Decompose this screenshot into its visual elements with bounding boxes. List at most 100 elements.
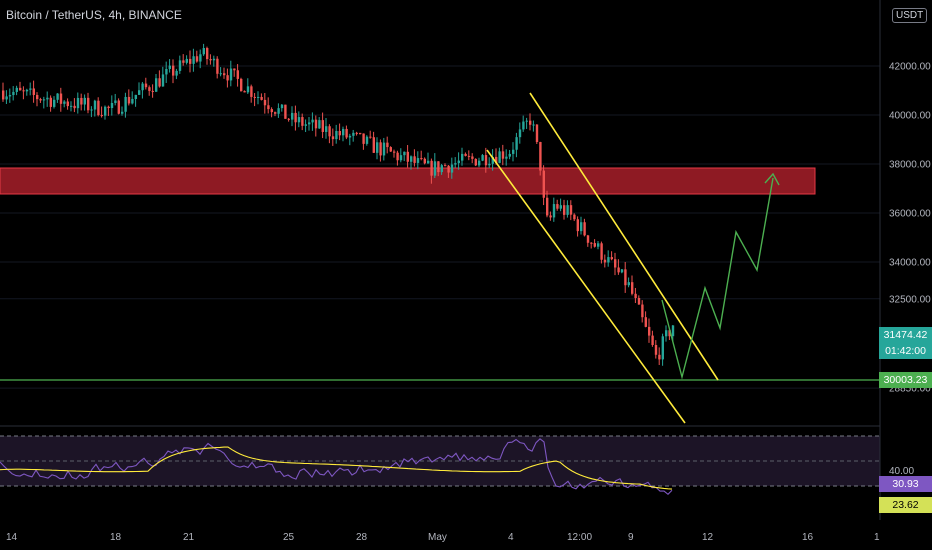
candle-body (165, 68, 168, 75)
candle-body (648, 326, 651, 336)
candle-body (189, 58, 192, 64)
candle-body (593, 243, 596, 247)
candle-body (529, 120, 532, 125)
candle-body (8, 94, 12, 97)
rsi-value-badge: 30.93 (879, 476, 932, 492)
candle-body (518, 129, 522, 138)
candle-body (488, 163, 491, 166)
candle-body (107, 106, 110, 109)
price-tick-label: 42000.00 (889, 62, 931, 73)
candle-body (607, 257, 610, 263)
candle-body (70, 105, 73, 107)
candle-body (464, 153, 467, 156)
candle-body (410, 156, 413, 162)
candle-body (219, 73, 222, 75)
candle-body (121, 111, 124, 114)
candle-body (257, 96, 260, 98)
candle-body (590, 242, 593, 244)
candle-body (284, 104, 287, 119)
candle-body (658, 354, 661, 360)
candle-body (42, 99, 46, 101)
candle-body (168, 65, 171, 69)
price-tick-label: 40000.00 (889, 111, 931, 122)
rsi-axis-tick: 40.00 (889, 466, 914, 477)
candle-body (576, 219, 579, 232)
candle-body (80, 97, 83, 105)
price-axis: 42000.00 40000.00 38000.00 36000.00 34000.00… (889, 62, 931, 395)
candle-body (15, 87, 18, 92)
candle-body (352, 132, 355, 136)
candle-body (243, 91, 246, 93)
candle-body (600, 243, 603, 260)
candle-body (304, 124, 307, 126)
candle-body (603, 259, 607, 263)
candle-body (212, 58, 216, 61)
candle-body (294, 112, 297, 123)
candle-body (110, 103, 114, 109)
rsi-panel[interactable] (0, 435, 880, 496)
time-axis: 14 18 21 25 28 May 4 12:00 9 12 16 1 (6, 532, 880, 543)
candle-body (2, 90, 5, 100)
candle-body (22, 90, 25, 92)
projection-path[interactable] (661, 177, 774, 380)
candle-body (671, 325, 675, 337)
candle-body (586, 235, 590, 243)
candle-body (158, 78, 161, 87)
candle-body (53, 99, 56, 107)
candle-body (372, 137, 375, 153)
candle-body (396, 152, 399, 161)
rsi-band (0, 436, 880, 486)
candle-body (427, 160, 430, 164)
candle-body (597, 243, 600, 247)
candle-body (559, 205, 562, 209)
time-tick-label: May (428, 532, 447, 543)
candle-body (114, 100, 117, 104)
candle-body (461, 153, 464, 161)
candle-body (573, 214, 576, 220)
candle-body (32, 88, 35, 95)
candle-body (46, 97, 49, 100)
support-price-badge: 30003.23 (879, 372, 932, 388)
countdown-badge: 01:42:00 (879, 343, 932, 359)
candle-body (481, 155, 484, 161)
candle-body (359, 132, 362, 134)
candle-body (413, 156, 416, 163)
candle-body (634, 293, 637, 298)
candle-body (338, 131, 341, 136)
candle-body (389, 147, 392, 152)
candle-body (512, 149, 515, 154)
candle-body (209, 59, 212, 61)
time-tick-label: 16 (802, 532, 814, 543)
channel-lower-line[interactable] (486, 149, 686, 424)
candle-body (104, 106, 107, 116)
candle-body (631, 282, 634, 294)
candle-body (379, 142, 382, 156)
candle-body (450, 164, 454, 173)
candle-body (505, 156, 508, 159)
candle-body (624, 269, 627, 286)
candle-body (484, 155, 488, 166)
candle-body (49, 97, 52, 107)
candle-body (569, 205, 573, 215)
currency-button[interactable]: USDT (892, 8, 928, 23)
candle-body (552, 204, 556, 218)
resistance-zone[interactable] (0, 167, 816, 195)
candle-body (342, 128, 345, 136)
candle-body (223, 73, 226, 76)
candle-body (297, 117, 301, 123)
candle-body (539, 142, 542, 171)
candle-body (471, 156, 474, 159)
candle-body (134, 94, 137, 99)
candle-body (246, 86, 250, 93)
candle-body (287, 118, 290, 120)
candle-body (627, 282, 630, 286)
time-tick-label: 25 (283, 532, 295, 543)
candle-body (97, 100, 100, 116)
candle-body (87, 97, 90, 111)
candle-body (348, 135, 352, 138)
candle-body (216, 58, 219, 74)
channel-upper-line[interactable] (529, 92, 719, 381)
candle-body (36, 94, 39, 100)
candle-body (454, 163, 457, 165)
